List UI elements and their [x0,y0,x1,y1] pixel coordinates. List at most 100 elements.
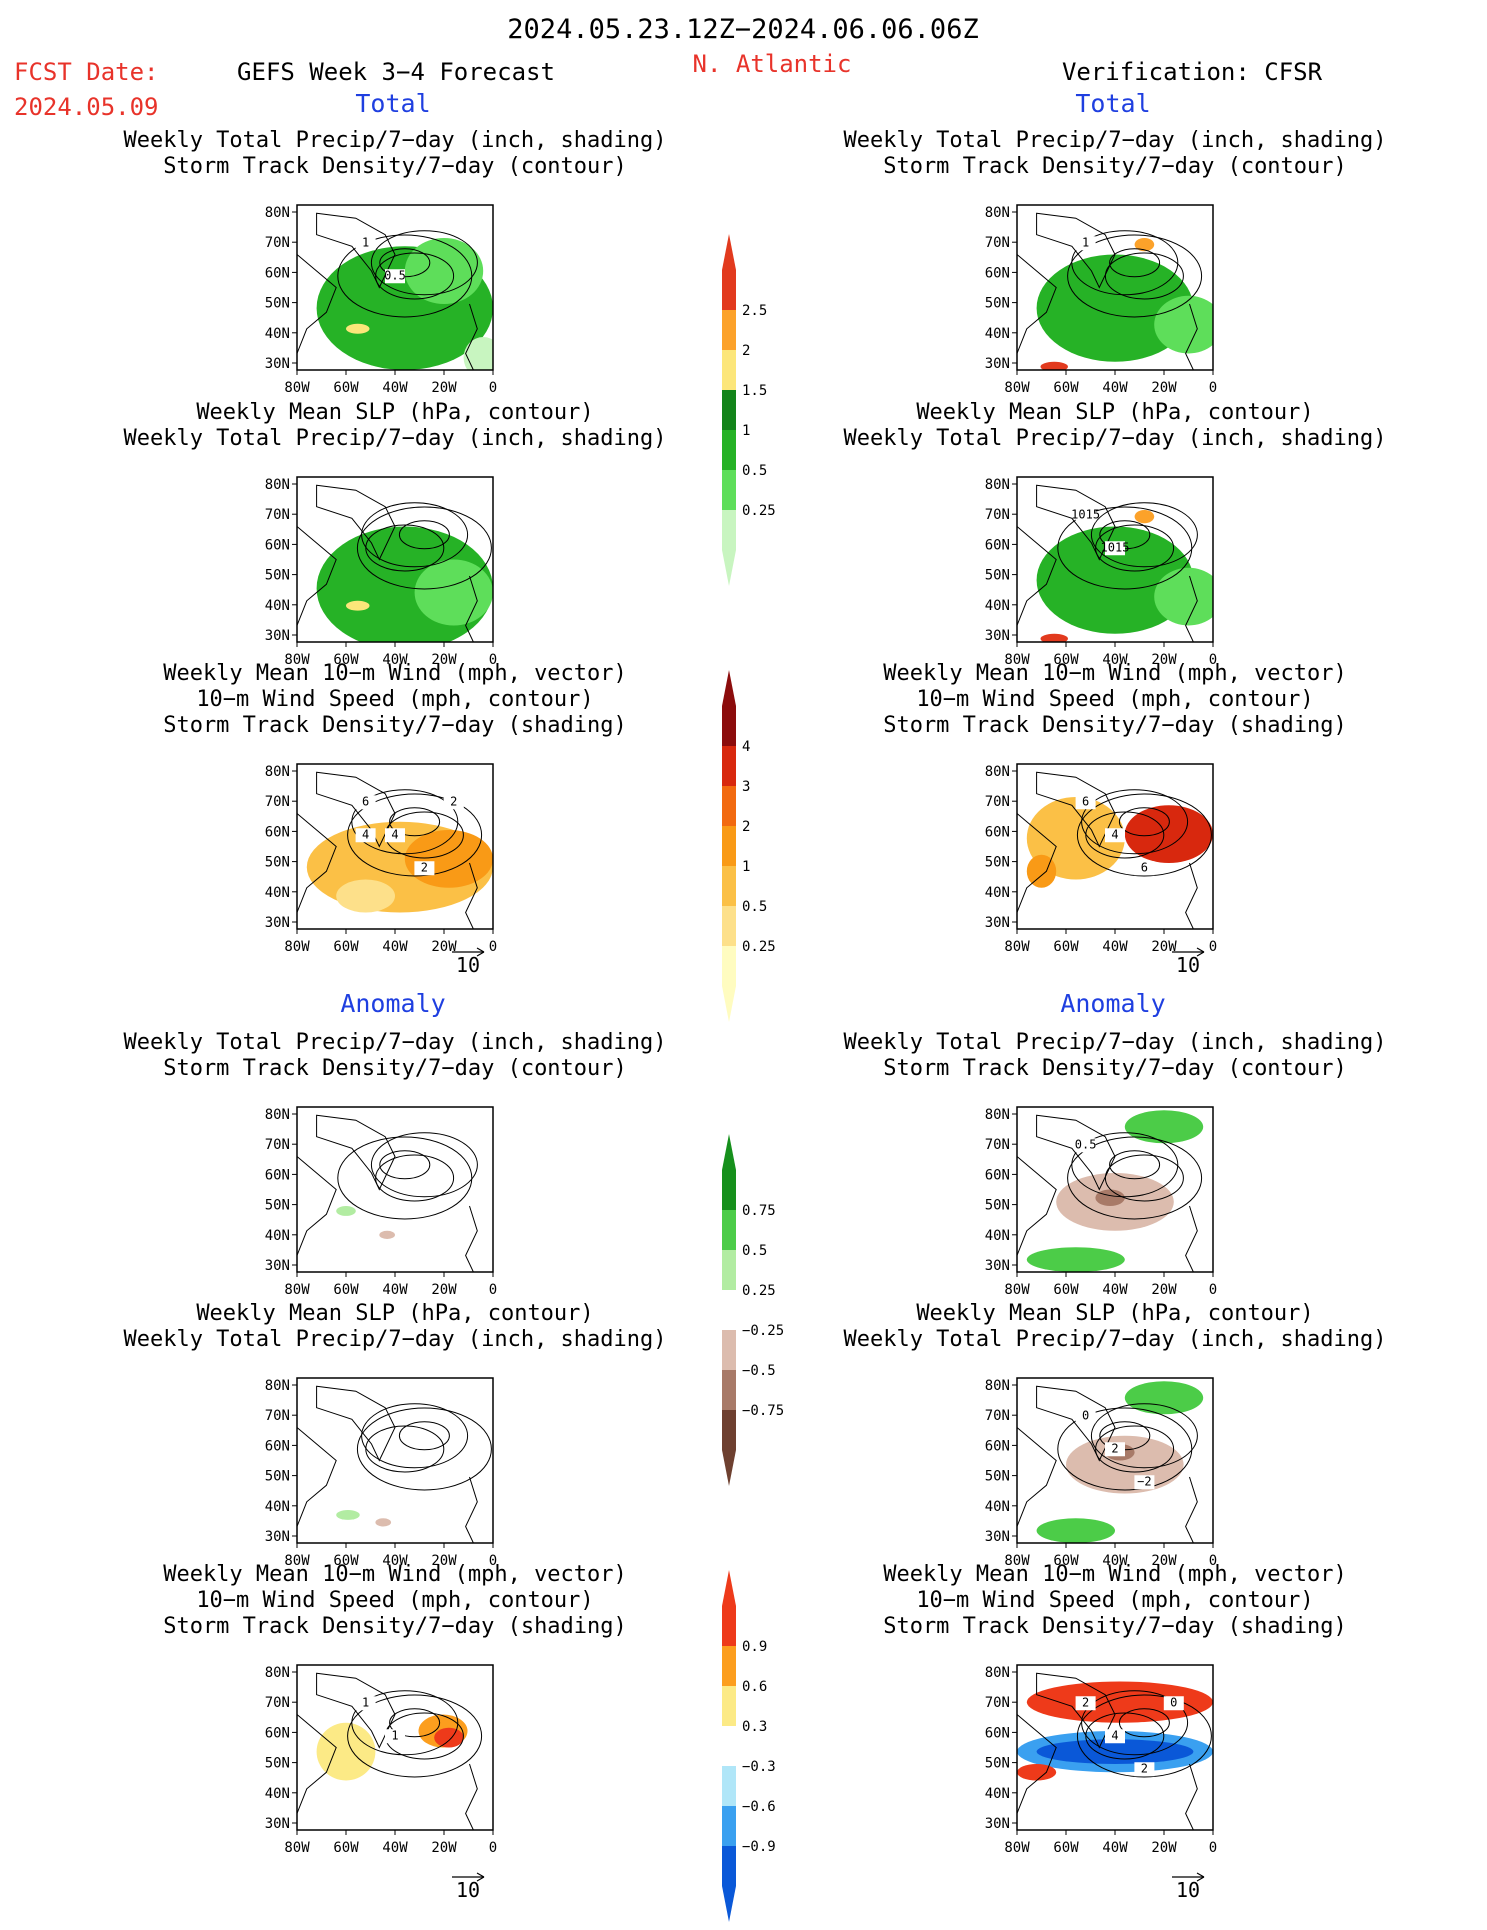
section-anomaly-right: Anomaly [1060,989,1165,1018]
contour-label-bg [355,236,376,251]
lon-tick-label: 20W [431,1282,457,1298]
lon-tick-label: 60W [1053,1553,1079,1569]
colorbar-label: 2.5 [742,303,767,319]
europe-africa-coastline [1185,575,1198,642]
contour-line [1109,248,1161,278]
colorbar-label: −0.9 [742,1839,776,1855]
contour-label-bg [443,795,464,810]
lat-tick-label: 80N [985,205,1010,221]
lon-tick-label: 40W [1102,1840,1128,1856]
region: N. Atlantic [693,50,852,78]
lat-tick-label: 40N [265,326,290,342]
contour-label-bg [1105,541,1125,556]
shading-layer: 6 4 6 [1017,764,1213,929]
shading-layer: 11 [297,1665,493,1830]
colorbar-label: 0.75 [742,1203,776,1219]
shaded-region [1134,509,1155,524]
shading-layer: 2 4 2 0 [1017,1665,1213,1830]
lat-tick-label: 60N [985,1167,1010,1183]
contour-label-bg [1075,1138,1096,1153]
lat-tick-label: 30N [985,628,1010,644]
europe-africa-coastline [1185,1205,1198,1272]
colorbar-track-total: 0.25 0.5 1 2 3 4 [722,670,776,1022]
greenland-coastline [316,771,396,848]
vector-arrow-head [476,947,485,957]
contour-label-bg [1105,828,1125,843]
lon-tick-label: 60W [1053,939,1079,955]
lat-tick-label: 40N [985,885,1010,901]
colorbar-segment [722,1686,736,1726]
colorbar-label: 2 [742,343,750,359]
panel-title-line: Weekly Total Precip/7−day (inch, shading… [123,128,666,153]
shaded-region [1017,1764,1057,1781]
lat-tick-label: 70N [265,1137,290,1153]
lat-tick-label: 50N [265,1756,290,1772]
shading-layer [297,1107,493,1272]
lon-tick-label: 60W [333,939,359,955]
panel-title-line: Weekly Mean SLP (hPa, contour) [196,400,593,425]
contour-line [356,1407,492,1491]
shaded-region [463,337,493,370]
lon-tick-label: 40W [382,652,408,668]
colorbar-label: −0.5 [742,1363,776,1379]
colorbar-segment [722,1726,736,1766]
map-background [297,1378,493,1543]
lat-tick-label: 30N [265,915,290,931]
shaded-region [336,879,395,913]
north-america-coastline [297,254,337,354]
europe-africa-coastline [1185,303,1198,370]
colorbar-segment [722,510,736,550]
lat-tick-label: 40N [265,1228,290,1244]
colorbar-segment [722,1766,736,1806]
lat-tick-label: 30N [265,628,290,644]
lon-tick-label: 80W [1004,380,1030,396]
colorbar-label: −0.75 [742,1403,784,1419]
contour-label: 4 [1111,1728,1118,1742]
lat-tick-label: 70N [265,507,290,523]
lat-tick-label: 30N [985,1258,1010,1274]
panel-title-line: Weekly Mean 10−m Wind (mph, vector) [883,661,1347,686]
lon-tick-label: 80W [284,1840,310,1856]
panel-title-line: 10−m Wind Speed (mph, contour) [916,687,1313,712]
shaded-region [346,323,370,334]
lon-tick-label: 40W [382,939,408,955]
colorbar-segment [722,946,736,986]
contour-label-bg [1075,795,1096,810]
lat-tick-label: 40N [985,598,1010,614]
lon-tick-label: 20W [1151,380,1177,396]
shaded-region [1124,1381,1204,1415]
map-panel-an-fc-precip: Weekly Total Precip/7−day (inch, shading… [123,1030,666,1298]
shaded-region [316,1722,376,1781]
contour-label: 0 [1082,1408,1089,1422]
north-america-coastline [1017,254,1057,354]
contour-label-bg [1134,1475,1155,1490]
panel-title-line: Storm Track Density/7−day (contour) [883,1056,1347,1081]
europe-africa-coastline [465,1476,478,1543]
map-panel-tot-fc-slp: Weekly Mean SLP (hPa, contour)Weekly Tot… [123,400,666,668]
contour-label-bg [1105,1729,1125,1744]
lat-tick-label: 40N [985,326,1010,342]
lat-tick-label: 30N [265,1529,290,1545]
lat-tick-label: 50N [985,1198,1010,1214]
section-anomaly-left: Anomaly [340,989,445,1018]
contour-line [337,1136,473,1220]
panel-title-line: Weekly Total Precip/7−day (inch, shading… [843,1327,1386,1352]
contour-label: 1015 [1101,540,1130,554]
shading-layer: 1 [1017,205,1213,370]
shaded-region [1095,1189,1125,1206]
lon-tick-label: 60W [1053,380,1079,396]
colorbar-arrow-top [722,670,736,706]
colorbar-label: 0.5 [742,1243,767,1259]
shaded-region [1036,526,1194,634]
contour-label: 1 [362,1695,369,1709]
colorbar-segment [722,270,736,310]
panel-title-line: 10−m Wind Speed (mph, contour) [916,1588,1313,1613]
lat-tick-label: 60N [985,1438,1010,1454]
lat-tick-label: 30N [985,356,1010,372]
shaded-region [336,1510,360,1520]
europe-africa-coastline [465,303,478,370]
greenland-coastline [1036,1672,1116,1749]
lon-tick-label: 0 [1209,1553,1217,1569]
lon-tick-label: 40W [382,1282,408,1298]
colorbar-label: −0.3 [742,1759,776,1775]
